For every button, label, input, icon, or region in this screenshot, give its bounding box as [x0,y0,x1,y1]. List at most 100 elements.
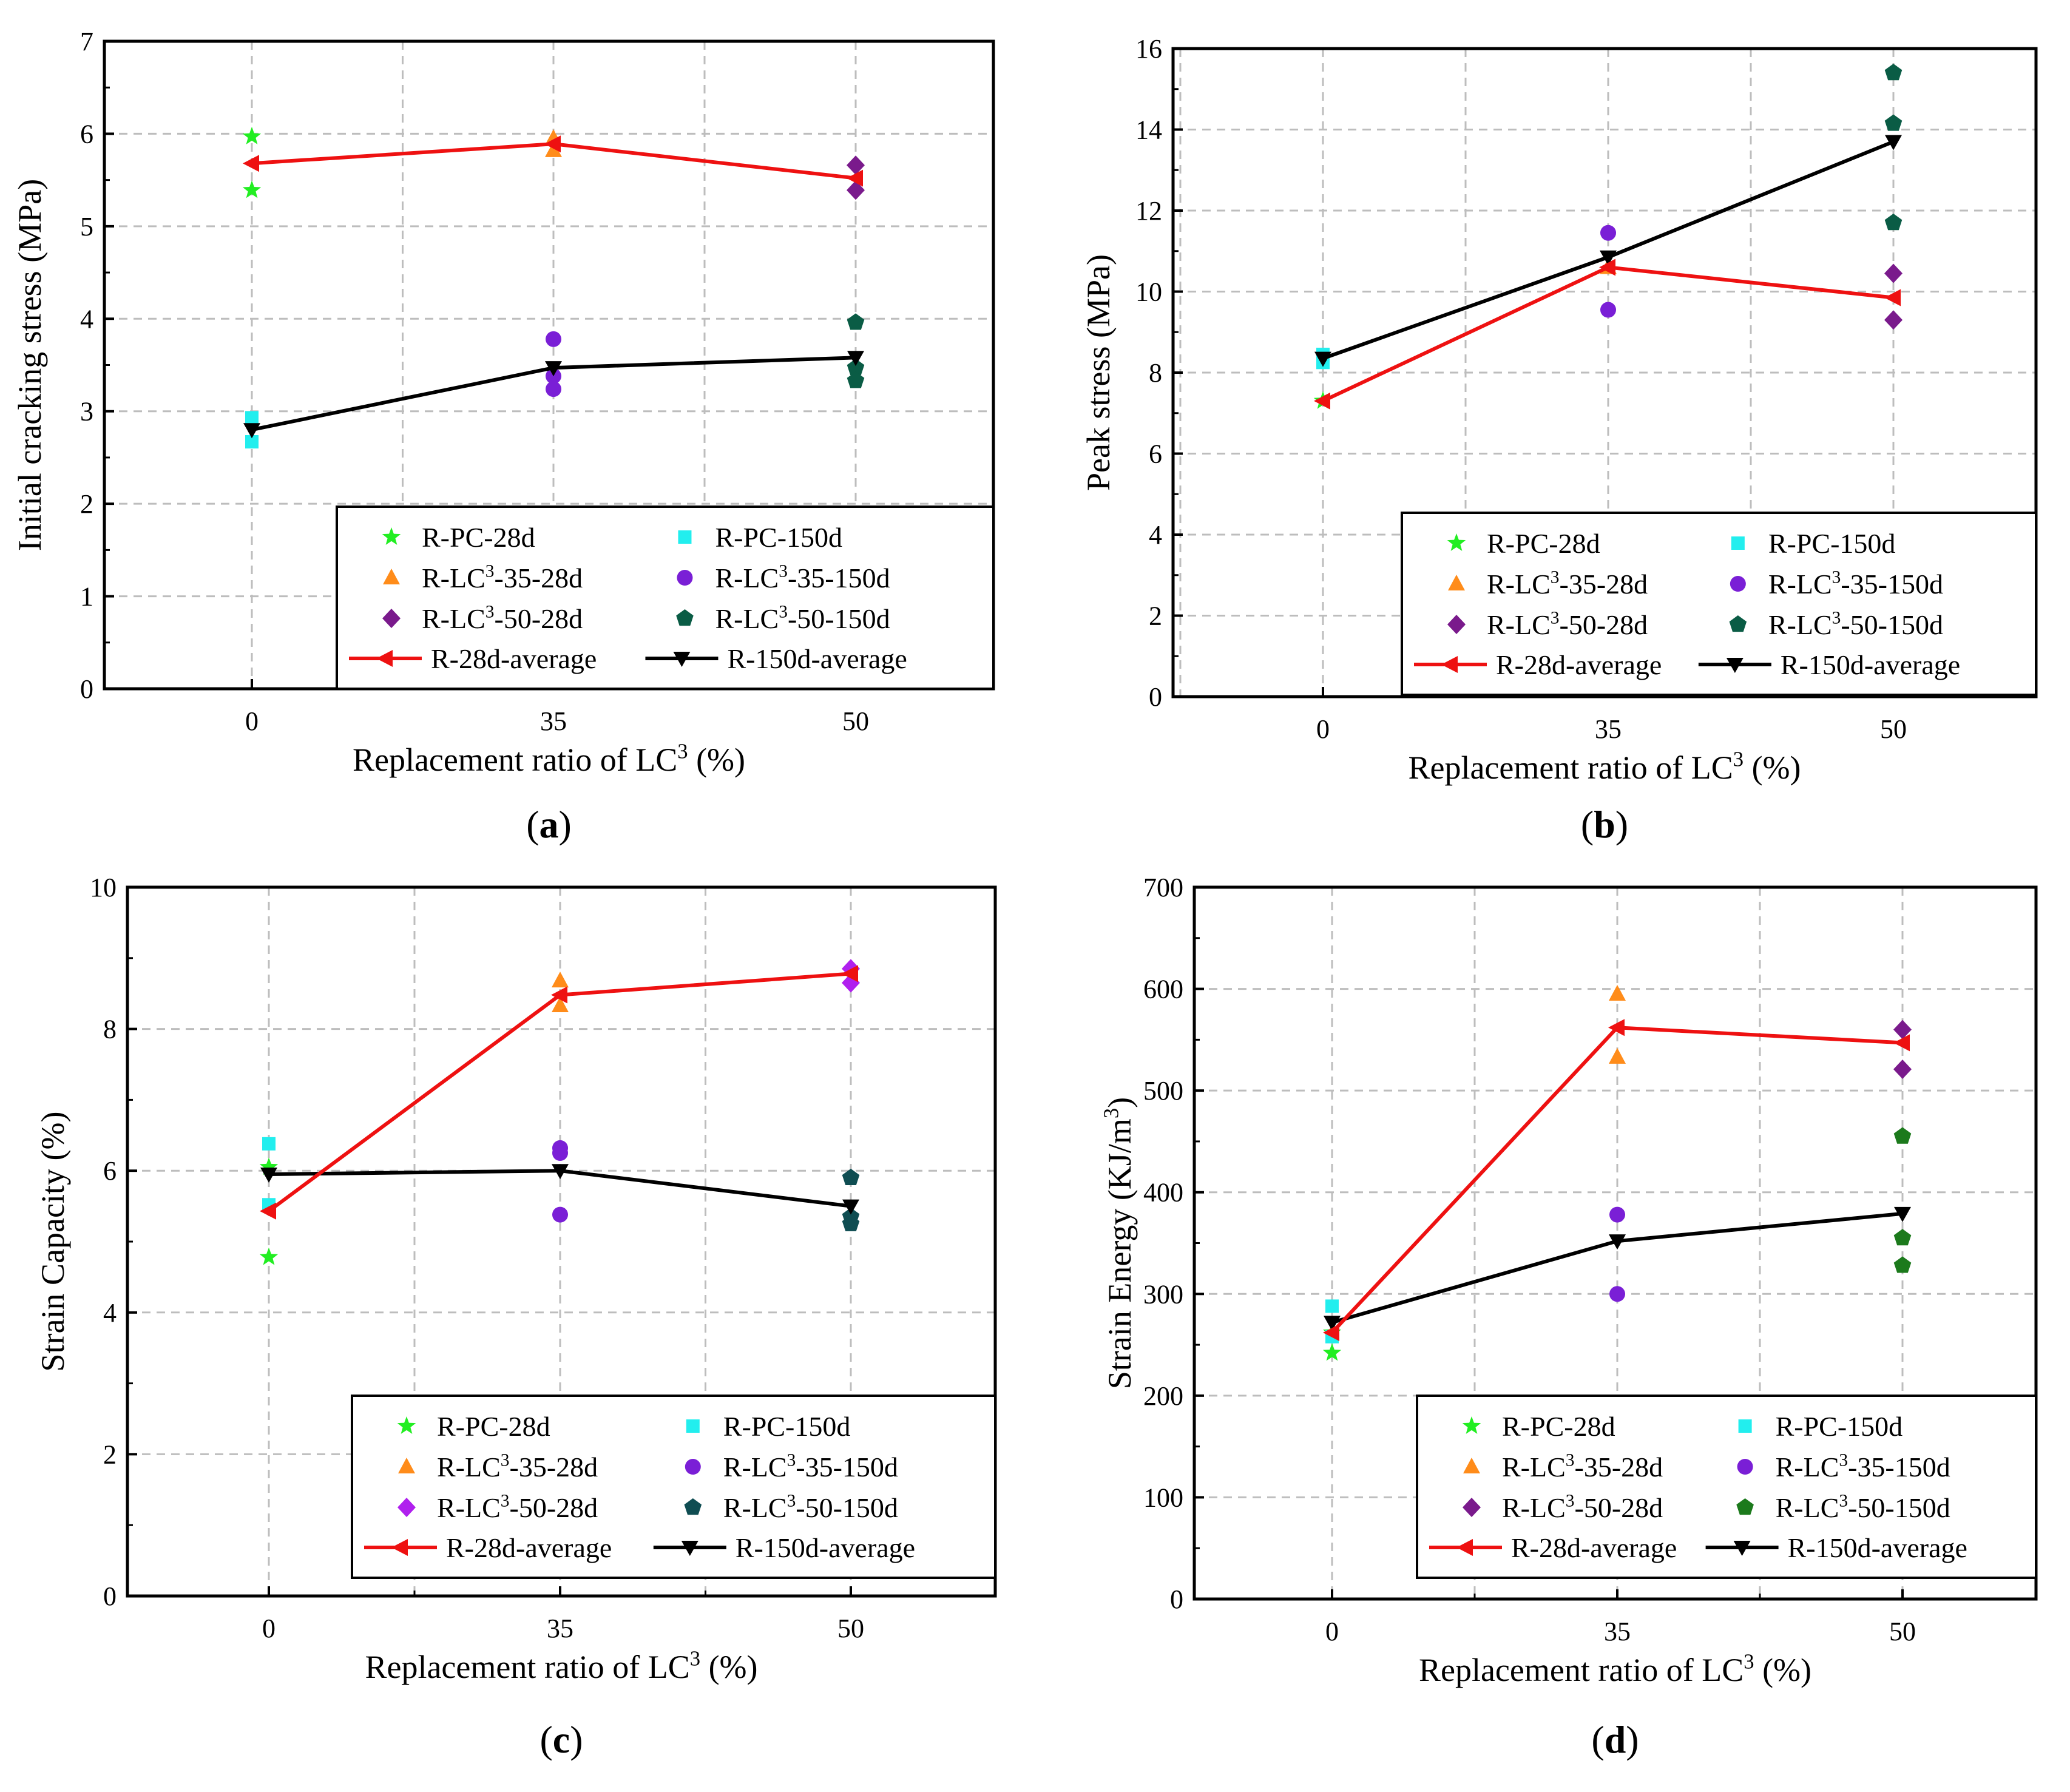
chart-panel-c: 0 2 4 6 8 10 0 35 50 Replacement ratio of LC3 (%)… [35,873,997,1761]
x-tick-label: 50 [1889,1617,1916,1646]
legend-label-pc150: R-PC-150d [723,1411,851,1442]
x-tick-label: 50 [837,1614,864,1643]
y-tick-label: 200 [1143,1381,1183,1411]
x-tick-label: 35 [547,1614,573,1643]
legend-label-lc50_150: R-LC3-50-150d [723,1492,898,1523]
data-point-lc35_150 [552,1145,568,1161]
panel-label-a: (a) [526,803,572,846]
x-tick-label: 0 [1325,1617,1339,1646]
average-lines [243,135,864,439]
legend-label-avg150: R-150d-average [727,643,907,674]
y-axis-label: Peak stress (MPa) [1080,254,1117,491]
series-lc35_28 [552,972,569,1013]
legend-marker-lc35_28 [398,1458,415,1473]
legend-marker-28d-average [1441,656,1458,673]
legend-label-avg28: R-28d-average [446,1532,612,1563]
y-tick-label: 14 [1135,115,1162,145]
y-tick-label: 500 [1143,1076,1183,1106]
data-point-lc35_28 [545,141,562,157]
y-tick-label: 300 [1143,1279,1183,1309]
y-tick-label: 2 [80,489,93,519]
data-point-lc50_28 [1884,310,1903,330]
legend-label-lc35_150: R-LC3-35-150d [723,1451,898,1483]
legend-marker-lc35_28 [383,569,400,584]
y-tick-label: 8 [103,1015,117,1044]
legend-marker-150d-average [1726,658,1744,673]
data-point-150d-average [1600,250,1617,266]
data-point-lc50_150 [847,313,865,330]
series-lc35_150 [546,331,561,397]
legend-label-pc150: R-PC-150d [1776,1411,1903,1442]
legend-label-lc50_28: R-LC3-50-28d [422,603,583,634]
legend-marker-lc35_28 [1448,575,1465,590]
y-tick-label: 400 [1143,1178,1183,1208]
y-tick-label: 0 [80,674,93,704]
y-tick-label: 6 [1149,439,1162,469]
y-tick-label: 4 [1149,520,1162,550]
series-pc150 [245,411,259,449]
legend-marker-pc150 [686,1419,700,1433]
series-lc50_150 [1884,64,1903,231]
legend-label-lc50_28: R-LC3-50-28d [437,1492,598,1523]
legend-marker-28d-average [376,650,393,667]
series-lc35_150 [1600,225,1616,318]
data-point-lc50_28 [847,155,865,175]
y-axis-label: Initial cracking stress (MPa) [12,179,48,551]
legend-label-lc50_150: R-LC3-50-150d [1776,1492,1950,1523]
series-pc28 [259,1157,279,1265]
data-point-lc50_150 [847,359,865,376]
data-point-lc50_150 [1893,1229,1912,1246]
y-tick-label: 12 [1135,196,1162,226]
data-point-pc150 [262,1137,276,1151]
x-tick-label: 50 [1880,714,1907,744]
data-point-28d-average [1323,1324,1339,1341]
data-point-150d-average [1314,351,1331,367]
data-point-lc35_150 [1600,225,1616,241]
legend-label-avg28: R-28d-average [1496,649,1662,680]
legend-marker-lc35_150 [685,1459,701,1475]
legend-label-avg28: R-28d-average [1511,1532,1677,1563]
y-tick-label: 0 [103,1581,117,1611]
y-tick-label: 600 [1143,975,1183,1004]
legend-marker-lc50_150 [1736,1498,1754,1515]
data-point-150d-average [842,1199,859,1215]
legend-label-pc28: R-PC-28d [1487,528,1600,559]
data-point-150d-average [552,1164,569,1180]
data-point-150d-average [545,361,562,377]
data-point-150d-average [847,351,864,367]
chart-panel-b: 0 2 4 6 8 10 12 14 16 0 35 50 Replacement ratio of L… [1080,34,2038,846]
y-tick-label: 2 [1149,601,1162,631]
data-point-lc35_28 [552,972,569,988]
series-lc50_28 [1884,263,1903,330]
data-point-lc50_150 [1893,1256,1912,1273]
y-tick-label: 3 [80,397,93,427]
y-tick-label: 10 [1135,277,1162,307]
legend-marker-lc50_28 [1463,1498,1481,1517]
y-axis-label: Strain Energy (KJ/m3) [1100,1097,1138,1389]
series-pc28 [242,127,262,198]
y-tick-label: 2 [103,1439,117,1469]
chart-panel-a: 0 1 2 3 4 5 6 7 0 35 50 Replacement ratio of LC3 (%… [12,27,995,846]
data-point-150d-average [1324,1316,1341,1331]
data-point-28d-average [1599,259,1615,276]
data-point-lc35_28 [1609,1047,1626,1064]
legend-label-pc28: R-PC-28d [422,522,535,553]
legend-marker-pc150 [678,530,692,544]
legend-marker-lc35_28 [1463,1458,1480,1473]
data-point-lc50_150 [1884,64,1903,81]
legend-label-lc50_150: R-LC3-50-150d [715,603,890,634]
legend: R-PC-28d R-PC-150d R-LC3-35-28d R-LC3-35-15… [351,1395,996,1579]
data-point-lc50_150 [842,1214,860,1231]
data-point-28d-average [1608,1019,1625,1036]
y-tick-label: 16 [1135,34,1162,64]
legend-marker-lc50_28 [382,609,401,628]
legend-marker-28d-average [1456,1539,1473,1556]
x-tick-label: 0 [245,706,259,736]
legend-marker-28d-average [391,1539,408,1556]
y-tick-label: 7 [80,27,93,56]
data-point-28d-average [1893,1034,1910,1052]
data-point-pc28 [242,180,262,198]
x-tick-label: 35 [1604,1617,1631,1646]
data-point-28d-average [243,155,259,172]
y-tick-label: 5 [80,212,93,242]
